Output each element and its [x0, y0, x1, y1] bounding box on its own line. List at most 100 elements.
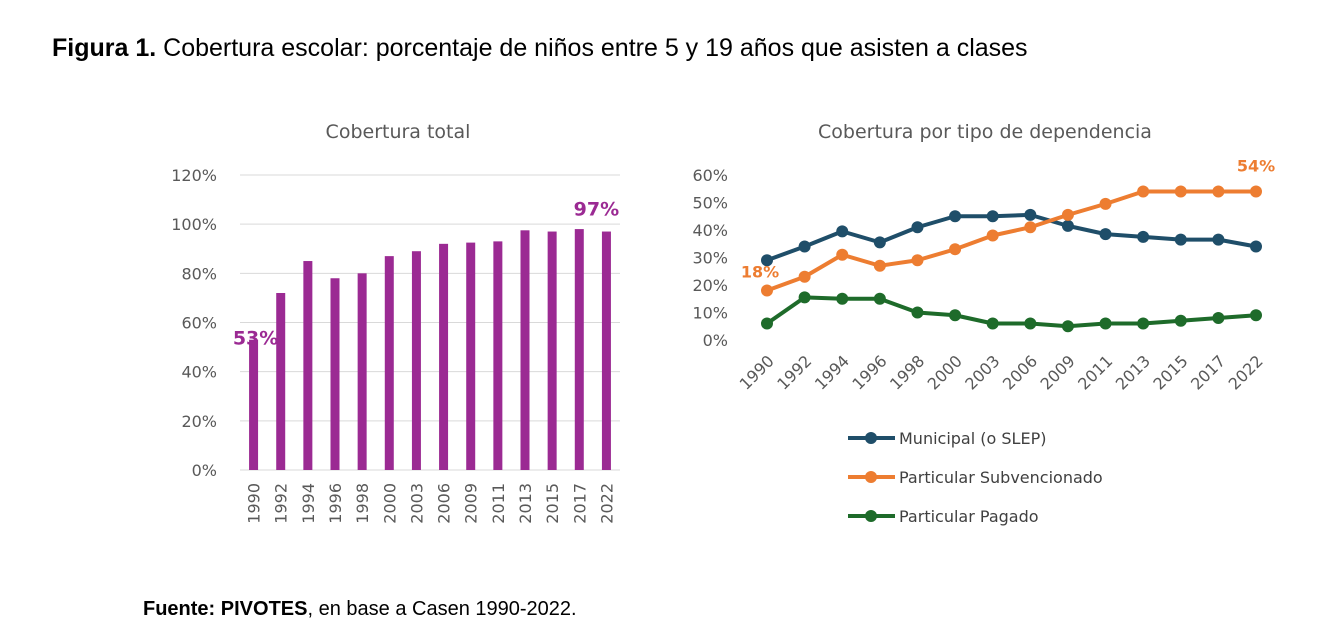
- series-point: [1061, 320, 1074, 333]
- series-point: [798, 291, 811, 304]
- line-chart-title: Cobertura por tipo de dependencia: [818, 121, 1152, 143]
- bar-y-tick-label: 80%: [181, 264, 217, 283]
- series-point: [873, 292, 886, 305]
- series-subvencionado: [761, 185, 1262, 297]
- legend-item-municipal: Municipal (o SLEP): [848, 429, 1046, 448]
- series-point: [873, 236, 886, 249]
- bar-2006: [439, 243, 449, 470]
- bar-2003: [411, 251, 421, 470]
- bar-y-tick-label: 0%: [192, 461, 217, 480]
- line-x-tick-label: 2009: [1037, 351, 1079, 393]
- series-point: [1212, 233, 1225, 246]
- bar-chart-annotations: 53% 97%: [233, 199, 619, 350]
- bar-x-tick-label: 2011: [489, 483, 508, 524]
- line-y-tick-label: 10%: [692, 304, 728, 323]
- series-point: [949, 309, 962, 322]
- line-annotation-2022: 54%: [1237, 157, 1275, 176]
- series-pagado: [761, 291, 1262, 333]
- source-text: , en base a Casen 1990-2022.: [307, 598, 577, 620]
- bar-x-tick-label: 2017: [570, 483, 589, 524]
- line-y-tick-label: 30%: [692, 249, 728, 268]
- source-label: Fuente:: [143, 598, 216, 620]
- series-point: [1024, 221, 1037, 234]
- bar-2022: [601, 231, 611, 470]
- line-x-tick-label: 2017: [1187, 351, 1229, 393]
- bar-1998: [357, 273, 367, 470]
- bar-chart-y-axis: 0% 20% 40% 60% 80% 100% 120%: [171, 166, 217, 480]
- bar-2011: [493, 241, 503, 470]
- series-point: [798, 270, 811, 283]
- bar-x-tick-label: 2006: [435, 483, 454, 524]
- line-y-tick-label: 0%: [703, 331, 728, 350]
- line-annotation-1990: 18%: [741, 263, 779, 282]
- series-point: [1099, 317, 1112, 330]
- line-x-tick-label: 1996: [848, 351, 890, 393]
- series-point: [911, 306, 924, 319]
- line-y-tick-label: 40%: [692, 221, 728, 240]
- bar-1994: [303, 261, 313, 470]
- bar-chart-bars: [249, 229, 611, 470]
- line-x-tick-label: 2022: [1225, 351, 1267, 393]
- series-point: [1250, 309, 1262, 322]
- series-point: [873, 259, 886, 272]
- bar-x-tick-label: 2015: [543, 483, 562, 524]
- series-point: [949, 243, 962, 256]
- series-point: [1061, 208, 1074, 221]
- series-point: [1024, 317, 1037, 330]
- bar-annotation-1990: 53%: [233, 328, 278, 350]
- bar-y-tick-label: 40%: [181, 363, 217, 382]
- series-point: [911, 221, 924, 234]
- line-x-tick-label: 1994: [811, 351, 853, 393]
- line-x-tick-label: 2000: [924, 351, 966, 393]
- series-line: [765, 295, 1257, 329]
- line-x-tick-label: 2015: [1149, 351, 1191, 393]
- bar-1992: [276, 293, 286, 470]
- bar-x-tick-label: 1992: [272, 483, 291, 524]
- series-point: [1212, 185, 1225, 198]
- line-x-tick-label: 2013: [1112, 351, 1154, 393]
- series-point: [836, 248, 849, 261]
- source-note: Fuente: PIVOTES, en base a Casen 1990-20…: [143, 598, 577, 621]
- line-chart-by-dependency: Cobertura por tipo de dependencia 0% 10% 2…: [692, 121, 1275, 526]
- figure-label: Figura 1.: [52, 34, 157, 62]
- line-y-tick-label: 50%: [692, 194, 728, 213]
- series-point: [1137, 185, 1150, 198]
- legend-marker: [865, 432, 877, 444]
- series-point: [836, 292, 849, 305]
- line-x-tick-label: 1992: [773, 351, 815, 393]
- bar-2017: [574, 229, 584, 470]
- series-municipal: [761, 208, 1262, 267]
- legend-item-subvencionado: Particular Subvencionado: [848, 468, 1103, 487]
- series-point: [1024, 208, 1037, 221]
- series-line: [766, 212, 1257, 263]
- bar-2000: [384, 256, 394, 470]
- line-chart-x-axis: 1990199219941996199820002003200620092011…: [736, 351, 1267, 393]
- series-point: [986, 210, 999, 223]
- bar-chart-x-axis: 1990 1992 1994 1996 1998 2000 2003 2006 2009 2011…: [245, 483, 617, 524]
- line-y-tick-label: 20%: [692, 276, 728, 295]
- bar-x-tick-label: 2009: [462, 483, 481, 524]
- bar-x-tick-label: 1996: [326, 483, 345, 524]
- legend-marker: [865, 471, 877, 483]
- series-line: [766, 189, 1256, 293]
- line-y-tick-label: 60%: [692, 166, 728, 185]
- line-chart-series: [761, 185, 1262, 333]
- bar-x-tick-label: 2003: [407, 483, 426, 524]
- legend-label: Municipal (o SLEP): [899, 429, 1046, 448]
- series-point: [1174, 314, 1187, 327]
- series-point: [949, 210, 962, 223]
- series-point: [1212, 312, 1225, 324]
- series-point: [1137, 317, 1150, 330]
- series-point: [1174, 233, 1187, 246]
- legend-label: Particular Subvencionado: [899, 468, 1103, 487]
- bar-chart-title: Cobertura total: [326, 121, 471, 143]
- line-chart-legend: Municipal (o SLEP) Particular Subvenciona…: [848, 429, 1103, 526]
- bar-x-tick-label: 2022: [597, 483, 616, 524]
- bar-x-tick-label: 2000: [380, 483, 399, 524]
- source-org: PIVOTES: [220, 598, 308, 620]
- legend-marker: [865, 510, 877, 522]
- series-point: [836, 225, 849, 238]
- line-x-tick-label: 2006: [999, 351, 1041, 393]
- series-point: [1250, 240, 1262, 253]
